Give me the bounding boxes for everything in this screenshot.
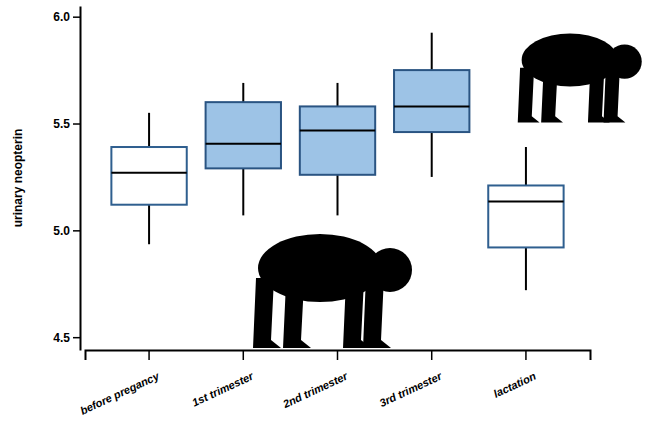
whisker-low [148,205,150,245]
whisker-high [148,113,150,147]
median [394,105,469,107]
chart: 4.5 5.0 5.5 6.0 before pregancy 1st trimester… [0,0,666,426]
y-tick: 5.0 [53,224,80,238]
median [206,143,281,145]
silhouette-limb [363,276,391,348]
y-axis-line [80,7,82,351]
y-tick-label: 5.5 [53,117,70,131]
x-tick-mark [337,350,339,360]
whisker-high [431,33,433,70]
whisker-high [242,83,244,102]
y-tick: 4.5 [53,331,80,345]
median [111,172,186,174]
y-tick-label: 5.0 [53,224,70,238]
whisker-low [337,175,339,216]
silhouette-limb [604,66,626,122]
box-body [300,106,375,174]
box [394,33,469,177]
silhouette-limb [541,72,563,123]
y-tick-mark [73,123,80,125]
whisker-high [337,83,339,107]
median [300,130,375,132]
box-body [111,147,186,205]
silhouette-limb [283,283,311,348]
median [488,201,563,203]
silhouettes [253,33,642,348]
y-axis-title: urinary neopterin [11,129,25,228]
x-axis: before pregancy 1st trimester 2nd trimeste… [78,350,590,417]
box [111,113,186,244]
x-tick-label: 3rd trimester [377,369,444,409]
y-tick-mark [73,337,80,339]
y-tick: 6.0 [53,10,80,24]
plot-area [111,33,563,290]
silhouette-limb [518,68,540,123]
box [488,147,563,290]
x-tick-mark [431,350,433,360]
box [206,83,281,215]
x-tick-label: lactation [492,370,538,400]
x-tick-label: 2nd trimester [280,369,350,410]
box [300,83,375,215]
x-tick: 2nd trimester [280,350,350,410]
y-tick: 5.5 [53,117,80,131]
box-body [488,185,563,247]
whisker-low [525,247,527,290]
box-body [394,70,469,132]
whisker-low [242,168,244,215]
y-tick-label: 6.0 [53,10,70,24]
x-tick-label: before pregancy [78,369,161,416]
silhouette-limb [253,278,281,348]
x-tick: 3rd trimester [377,350,444,409]
x-tick-mark [525,350,527,360]
y-tick-mark [73,230,80,232]
x-tick-mark [148,350,150,360]
x-tick: before pregancy [78,350,161,417]
x-tick: 1st trimester [190,350,256,408]
y-axis: 4.5 5.0 5.5 6.0 [53,7,80,351]
y-tick-label: 4.5 [53,331,70,345]
x-tick: lactation [492,350,538,400]
x-tick-mark [243,350,245,360]
box-body [206,102,281,168]
x-tick-label: 1st trimester [190,369,256,408]
y-tick-mark [73,16,80,18]
whisker-low [431,132,433,177]
x-axis-line [86,351,591,361]
whisker-high [525,147,527,185]
